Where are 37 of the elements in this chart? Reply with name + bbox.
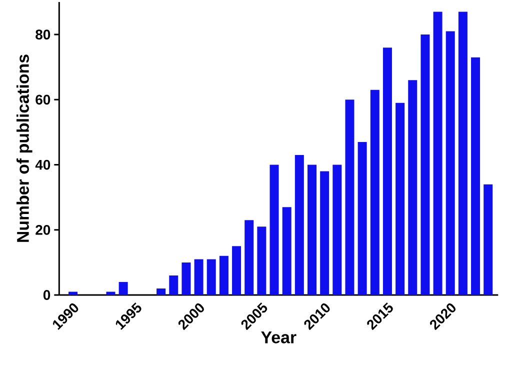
y-tick-label: 40 xyxy=(35,160,50,170)
bar xyxy=(294,155,304,295)
y-tick-label: 80 xyxy=(36,30,50,40)
bar xyxy=(169,275,178,295)
bar xyxy=(219,256,228,295)
bar xyxy=(232,246,242,295)
bar xyxy=(332,164,342,295)
bar xyxy=(282,207,292,295)
bar xyxy=(106,292,116,295)
bar xyxy=(408,80,418,295)
bar xyxy=(446,31,455,295)
y-tick-label: 60 xyxy=(36,94,50,105)
bar xyxy=(257,226,266,295)
bar xyxy=(182,262,191,295)
bar xyxy=(206,259,216,295)
bar xyxy=(370,90,380,295)
bar xyxy=(244,220,254,295)
bar xyxy=(471,57,480,295)
bar xyxy=(156,288,166,295)
bar xyxy=(308,164,316,295)
bar xyxy=(320,171,330,295)
y-axis-title: Number of publications xyxy=(16,54,32,242)
bar xyxy=(458,12,468,295)
y-tick-label: 0 xyxy=(43,290,50,300)
bar xyxy=(68,292,78,295)
bar xyxy=(358,142,367,295)
bar xyxy=(433,12,442,295)
bar xyxy=(118,282,128,295)
bar xyxy=(382,48,392,295)
bar xyxy=(484,184,493,295)
bar xyxy=(396,102,405,295)
y-tick-label: 20 xyxy=(36,224,50,235)
bar xyxy=(194,259,204,295)
x-axis-title: Year xyxy=(261,332,296,344)
bar xyxy=(345,100,354,295)
bar xyxy=(270,164,279,295)
bar xyxy=(420,34,430,295)
